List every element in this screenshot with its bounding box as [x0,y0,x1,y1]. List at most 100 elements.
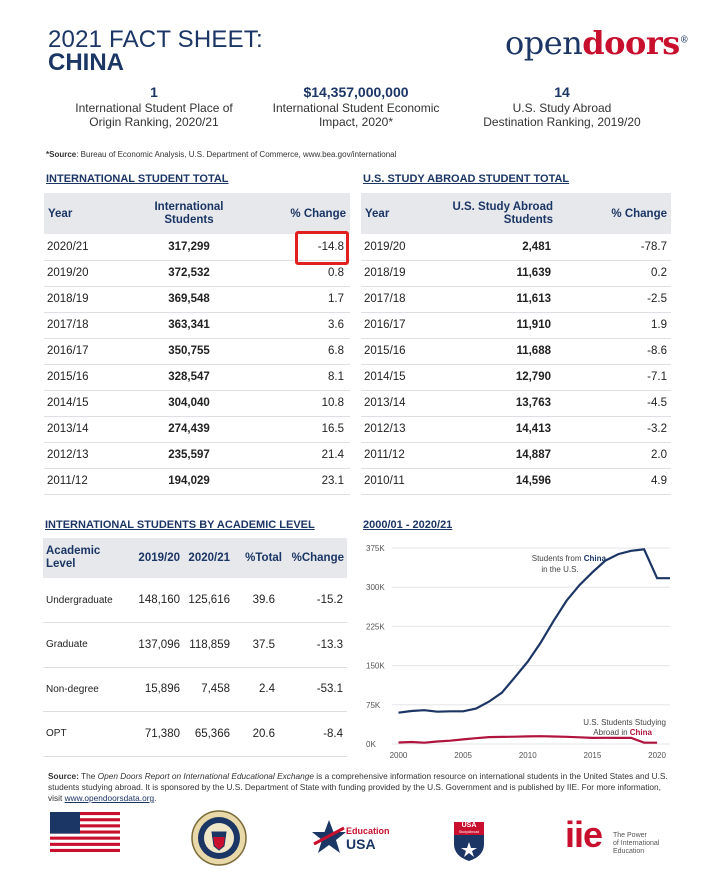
stat-value: 1 [150,84,158,100]
change-cell: 1.7 [252,286,350,313]
change-cell: -78.7 [561,234,671,261]
x-tick-label: 2020 [648,751,666,760]
table-row: 2016/17 11,910 1.9 [361,312,671,339]
change-cell: -2.5 [561,286,671,313]
change-cell: 21.4 [252,442,350,469]
stat-value: 14 [554,84,570,100]
value-2019-cell: 148,160 [131,578,183,623]
change-cell: -13.3 [285,622,347,668]
students-cell: 194,029 [126,468,252,495]
y-tick-label: 150K [366,662,385,671]
year-cell: 2019/20 [361,234,431,261]
table-row: Graduate 137,096 118,859 37.5 -13.3 [43,622,347,668]
table-row: 2015/16 328,547 8.1 [44,364,350,391]
change-cell: -53.1 [285,667,347,712]
col-students: U.S. Study Abroad Students [431,193,561,234]
value-2020-cell: 118,859 [183,622,233,668]
col-change: % Change [561,193,671,234]
series-label-china-2: in the U.S. [541,565,578,574]
students-cell: 14,596 [431,468,561,495]
trend-chart: 0K 75K 150K 225K 300K 375K 2000 2005 2010 2015 202… [366,544,670,760]
y-tick-label: 225K [366,622,385,631]
stat-destination-ranking: 14 U.S. Study Abroad Destination Ranking,… [462,84,662,129]
stat-label: International Student Economic Impact, 20… [272,101,440,129]
change-cell: 23.1 [252,468,350,495]
total-cell: 20.6 [233,711,285,757]
year-cell: 2012/13 [44,442,126,469]
change-cell: 8.1 [252,364,350,391]
level-cell: Undergraduate [43,578,131,623]
table-row: Non-degree 15,896 7,458 2.4 -53.1 [43,667,347,712]
total-cell: 37.5 [233,622,285,668]
students-cell: 14,887 [431,442,561,469]
change-cell: -3.2 [561,416,671,443]
col-level: Academic Level [43,538,131,578]
year-cell: 2017/18 [361,286,431,313]
change-cell: 3.6 [252,312,350,339]
change-cell: 1.9 [561,312,671,339]
col-2020: 2020/21 [183,538,233,578]
us-abroad-line [398,735,658,744]
students-cell: 274,439 [126,416,252,443]
iie-logo: iie The Power of International Education [565,814,660,855]
x-tick-label: 2005 [454,751,472,760]
opendoors-link[interactable]: www.opendoorsdata.org [64,793,155,803]
table-row: 2017/18 363,341 3.6 [44,312,350,339]
level-cell: Non-degree [43,667,131,712]
students-cell: 11,910 [431,312,561,339]
china-students-line [398,548,670,714]
students-cell: 328,547 [126,364,252,391]
stat-label: U.S. Study Abroad Destination Ranking, 20… [483,101,641,129]
col-2019: 2019/20 [131,538,183,578]
year-cell: 2018/19 [44,286,126,313]
table-row: 2010/11 14,596 4.9 [361,468,671,495]
country-name: CHINA [48,49,124,76]
total-cell: 2.4 [233,667,285,712]
change-cell: 2.0 [561,442,671,469]
table-row: 2014/15 12,790 -7.1 [361,364,671,391]
intl-total-table: Year International Students % Change 2020… [44,193,350,495]
table-row: 2017/18 11,613 -2.5 [361,286,671,313]
series-label-abroad-2: Abroad in China [593,728,652,737]
col-year: Year [44,193,126,234]
year-cell: 2016/17 [361,312,431,339]
students-cell: 12,790 [431,364,561,391]
x-tick-label: 2015 [584,751,602,760]
us-flag-icon [50,812,120,852]
change-cell: 0.2 [561,260,671,287]
students-cell: 235,597 [126,442,252,469]
change-cell: -4.5 [561,390,671,417]
state-department-seal-icon [191,810,247,866]
table-row: 2011/12 194,029 23.1 [44,468,350,495]
table-row: Undergraduate 148,160 125,616 39.6 -15.2 [43,578,347,623]
table-row: 2018/19 369,548 1.7 [44,286,350,313]
students-cell: 14,413 [431,416,561,443]
table-row: 2019/20 2,481 -78.7 [361,234,671,261]
change-cell: -14.8 [252,234,350,261]
value-2020-cell: 7,458 [183,667,233,712]
students-cell: 350,755 [126,338,252,365]
stat-origin-ranking: 1 International Student Place of Origin R… [54,84,254,129]
change-cell: -15.2 [285,578,347,623]
year-cell: 2011/12 [44,468,126,495]
year-cell: 2012/13 [361,416,431,443]
table-row: 2015/16 11,688 -8.6 [361,338,671,365]
change-cell: 10.8 [252,390,350,417]
students-cell: 369,548 [126,286,252,313]
value-2020-cell: 65,366 [183,711,233,757]
y-tick-label: 0K [366,740,376,749]
table-row: 2016/17 350,755 6.8 [44,338,350,365]
table-row: 2020/21 317,299 -14.8 [44,234,350,261]
year-cell: 2018/19 [361,260,431,287]
table-row: 2018/19 11,639 0.2 [361,260,671,287]
students-cell: 11,639 [431,260,561,287]
total-cell: 39.6 [233,578,285,623]
change-cell: 6.8 [252,338,350,365]
y-tick-label: 300K [366,583,385,592]
table-row: 2013/14 13,763 -4.5 [361,390,671,417]
table-row: 2012/13 235,597 21.4 [44,442,350,469]
x-tick-label: 2010 [519,751,537,760]
year-cell: 2016/17 [44,338,126,365]
table-row: 2011/12 14,887 2.0 [361,442,671,469]
students-cell: 11,613 [431,286,561,313]
